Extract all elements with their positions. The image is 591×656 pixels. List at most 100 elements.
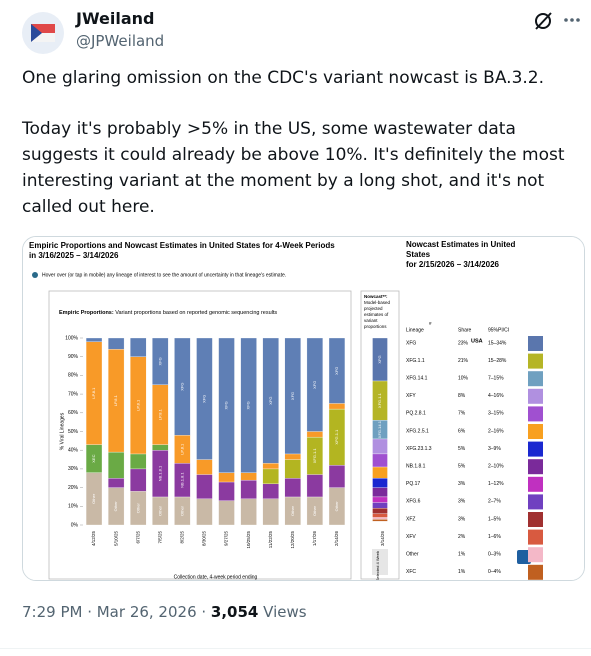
lineage-color — [528, 424, 543, 439]
time[interactable]: 7:29 PM · Mar 26, 2026 · — [22, 603, 211, 621]
hash: # — [429, 321, 432, 326]
nowcast-header: proportions — [364, 324, 387, 329]
nowcast-header: Model-based — [364, 300, 391, 305]
nowcast-segment — [372, 519, 388, 522]
segment-label: NB.1.8.1 — [179, 472, 184, 488]
bar-segment — [108, 478, 125, 488]
segment-label: XFG — [179, 383, 184, 391]
y-tick-label: 10% — [68, 504, 79, 510]
bar-segment — [130, 453, 147, 470]
scroll-top-button[interactable] — [517, 550, 531, 564]
nowcast-segment-label: XFG — [377, 355, 382, 363]
nowcast-title: Nowcast Estimates in United — [406, 240, 515, 249]
nowcast-title: States — [406, 250, 431, 259]
bar-segment — [306, 474, 323, 498]
avatar[interactable] — [22, 12, 64, 54]
nowcast-segment — [372, 453, 388, 468]
lineage-color — [528, 564, 543, 580]
chart-image[interactable]: Empiric Proportions and Nowcast Estimate… — [22, 236, 585, 581]
lineage-cell: XFG.6 — [406, 499, 421, 505]
nowcast-segment — [372, 517, 388, 520]
lineage-cell: XFZ — [406, 516, 415, 522]
more-button[interactable] — [562, 12, 582, 28]
bar-segment — [240, 472, 257, 481]
interval-cell: 1–5% — [488, 516, 501, 522]
bar-segment — [240, 337, 257, 473]
segment-label: Other — [113, 501, 118, 512]
bar-segment — [262, 463, 279, 470]
interval-cell: 7–15% — [488, 376, 504, 382]
interval-cell: 15–34% — [488, 340, 507, 346]
nowcast-period: Selected 4 Week — [375, 551, 380, 581]
interval-cell: 2–16% — [488, 428, 504, 434]
table-header: Lineage — [406, 327, 424, 333]
lineage-cell: PQ.17 — [406, 481, 420, 487]
lineage-color — [528, 388, 543, 404]
share-cell: 7% — [458, 411, 466, 417]
x-tick-label: 5/10/25 — [113, 531, 118, 547]
selected-period-box — [372, 549, 388, 575]
bar-segment — [196, 337, 213, 460]
share-cell: 21% — [458, 358, 469, 364]
nowcast-title: for 2/15/2026 – 3/14/2026 — [406, 260, 500, 269]
lineage-color — [528, 512, 543, 527]
nowcast-header: projected — [364, 306, 383, 311]
segment-label: LP.8.1 — [91, 387, 96, 399]
x-tick-label: 7/5/25 — [157, 531, 162, 544]
x-tick-label: 4/12/25 — [91, 531, 96, 547]
tweet-text: Today it's probably >5% in the US, some … — [22, 119, 516, 139]
bar-segment — [174, 337, 191, 436]
nowcast-panel-border — [360, 290, 400, 580]
region: USA — [471, 338, 483, 344]
x-tick-label: 8/2/25 — [180, 531, 185, 544]
bar-segment — [262, 498, 279, 526]
table-header: Share — [458, 327, 472, 333]
segment-label: XFG — [268, 397, 273, 405]
x-tick-label: 12/20/25 — [290, 531, 295, 549]
x-tick-label: 10/25/25 — [246, 531, 251, 549]
y-tick-label: 40% — [68, 448, 79, 454]
view-count: 3,054 — [210, 603, 259, 621]
bar-segment — [108, 337, 125, 350]
nowcast-header: estimates of — [364, 312, 389, 317]
chart-title: Empiric Proportions and Nowcast Estimate… — [29, 241, 335, 250]
bar-segment — [328, 465, 346, 488]
handle[interactable]: @JPWeiland — [76, 32, 165, 50]
share-cell: 8% — [458, 393, 466, 399]
x-tick-label: 1/17/26 — [312, 531, 317, 547]
x-tick-label: 9/27/25 — [224, 531, 229, 547]
lineage-cell: XFY — [406, 393, 416, 399]
segment-label: Other — [334, 501, 339, 512]
segment-label: XFG — [290, 392, 295, 400]
interval-cell: 3–15% — [488, 411, 504, 417]
panel-subtitle: Empiric Proportions: Variant proportions… — [59, 310, 277, 316]
display-name[interactable]: JWeiland — [76, 9, 155, 28]
share-cell: 5% — [458, 464, 466, 470]
nowcast-segment — [372, 438, 388, 455]
lineage-cell: XFG.1.1 — [406, 358, 425, 364]
segment-label: LP.8.1 — [157, 408, 162, 420]
lineage-cell: XFG — [406, 340, 416, 346]
nowcast-segment — [372, 508, 388, 514]
share-cell: 3% — [458, 481, 466, 487]
share-cell: 5% — [458, 446, 466, 452]
subtitle: Variant proportions based on reported ge… — [114, 310, 278, 316]
lineage-cell: XFV — [406, 534, 416, 540]
interval-cell: 4–16% — [488, 393, 504, 399]
bar-segment — [218, 472, 235, 483]
subtitle-bold: Empiric Proportions: — [59, 310, 114, 316]
y-tick-label: 30% — [68, 466, 79, 472]
tweet-text: suggests it could already be above 10%. … — [22, 145, 565, 165]
bar-segment — [306, 337, 323, 432]
lineage-color — [528, 371, 543, 387]
lineage-cell: XFG.14.1 — [406, 376, 428, 382]
lineage-color — [528, 547, 543, 563]
bar-segment — [196, 459, 213, 475]
segment-label: LP.8.1 — [113, 394, 118, 406]
bar-segment — [240, 498, 257, 526]
hover-note: Hover over (or tap in mobile) any lineag… — [42, 272, 286, 278]
grok-icon[interactable] — [532, 10, 554, 32]
views-label: Views — [258, 603, 307, 621]
bar-segment — [284, 337, 301, 455]
